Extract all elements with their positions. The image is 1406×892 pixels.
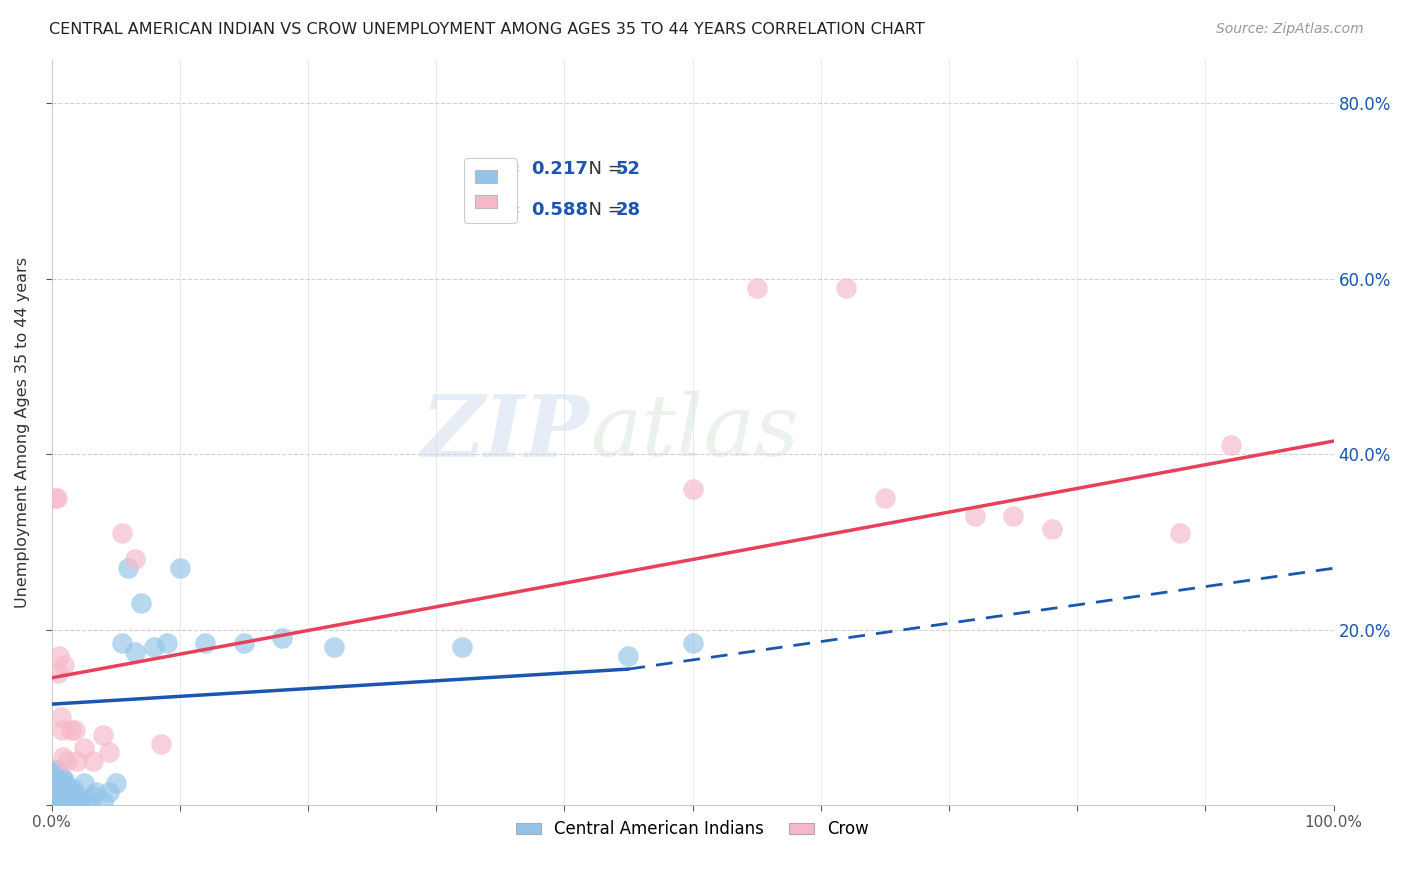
- Point: [82, 754, 104, 768]
- Point: [124, 644, 146, 658]
- Point: [124, 552, 146, 566]
- Point: [59, 723, 82, 738]
- Point: [46, 763, 69, 777]
- Point: [52, 785, 75, 799]
- Point: [42, 763, 65, 777]
- Point: [156, 636, 179, 650]
- Point: [98, 785, 121, 799]
- Point: [1040, 522, 1063, 536]
- Text: 0.588: 0.588: [531, 202, 588, 219]
- Point: [72, 741, 94, 756]
- Point: [682, 483, 704, 497]
- Point: [194, 636, 217, 650]
- Point: [58, 780, 80, 795]
- Y-axis label: Unemployment Among Ages 35 to 44 years: Unemployment Among Ages 35 to 44 years: [15, 257, 30, 607]
- Point: [963, 508, 986, 523]
- Point: [98, 745, 121, 759]
- Point: [69, 794, 91, 808]
- Point: [143, 640, 166, 655]
- Text: N =: N =: [578, 202, 628, 219]
- Point: [53, 657, 76, 672]
- Point: [52, 749, 75, 764]
- Point: [49, 710, 72, 724]
- Point: [232, 636, 254, 650]
- Point: [48, 648, 70, 663]
- Point: [322, 640, 344, 655]
- Text: CENTRAL AMERICAN INDIAN VS CROW UNEMPLOYMENT AMONG AGES 35 TO 44 YEARS CORRELATI: CENTRAL AMERICAN INDIAN VS CROW UNEMPLOY…: [49, 22, 925, 37]
- Point: [45, 491, 67, 505]
- Point: [44, 794, 66, 808]
- Point: [66, 789, 89, 804]
- Point: [86, 785, 108, 799]
- Point: [52, 772, 75, 786]
- Point: [45, 789, 67, 804]
- Point: [682, 636, 704, 650]
- Point: [104, 776, 127, 790]
- Point: [873, 491, 896, 505]
- Point: [49, 794, 72, 808]
- Text: 28: 28: [616, 202, 641, 219]
- Point: [1002, 508, 1025, 523]
- Point: [46, 794, 69, 808]
- Point: [111, 526, 134, 541]
- Text: R =: R =: [488, 161, 526, 178]
- Point: [91, 728, 114, 742]
- Point: [111, 636, 134, 650]
- Point: [46, 666, 69, 681]
- Point: [44, 785, 66, 799]
- Point: [129, 596, 152, 610]
- Point: [91, 794, 114, 808]
- Point: [53, 794, 76, 808]
- Point: [59, 785, 82, 799]
- Point: [63, 723, 86, 738]
- Text: 0.217: 0.217: [531, 161, 588, 178]
- Point: [56, 754, 79, 768]
- Point: [48, 776, 70, 790]
- Point: [169, 561, 191, 575]
- Point: [51, 723, 73, 738]
- Point: [76, 794, 98, 808]
- Point: [48, 789, 70, 804]
- Point: [66, 754, 89, 768]
- Point: [62, 782, 84, 797]
- Point: [271, 632, 294, 646]
- Point: [82, 789, 104, 804]
- Text: atlas: atlas: [591, 391, 799, 474]
- Point: [51, 776, 73, 790]
- Text: ZIP: ZIP: [422, 391, 591, 474]
- Point: [63, 794, 86, 808]
- Text: 52: 52: [616, 161, 641, 178]
- Point: [72, 776, 94, 790]
- Point: [1168, 526, 1191, 541]
- Point: [52, 794, 75, 808]
- Point: [1220, 438, 1243, 452]
- Point: [51, 794, 73, 808]
- Point: [60, 794, 83, 808]
- Point: [45, 776, 67, 790]
- Point: [835, 280, 858, 294]
- Point: [56, 785, 79, 799]
- Point: [42, 767, 65, 781]
- Point: [44, 491, 66, 505]
- Point: [450, 640, 472, 655]
- Point: [117, 561, 139, 575]
- Text: Source: ZipAtlas.com: Source: ZipAtlas.com: [1216, 22, 1364, 37]
- Point: [55, 791, 77, 805]
- Point: [42, 780, 65, 795]
- Text: R =: R =: [488, 202, 526, 219]
- Point: [58, 794, 80, 808]
- Point: [745, 280, 768, 294]
- Point: [49, 780, 72, 795]
- Text: N =: N =: [578, 161, 628, 178]
- Point: [53, 785, 76, 799]
- Point: [53, 773, 76, 788]
- Point: [149, 737, 172, 751]
- Legend: Central American Indians, Crow: Central American Indians, Crow: [509, 814, 876, 845]
- Point: [617, 648, 640, 663]
